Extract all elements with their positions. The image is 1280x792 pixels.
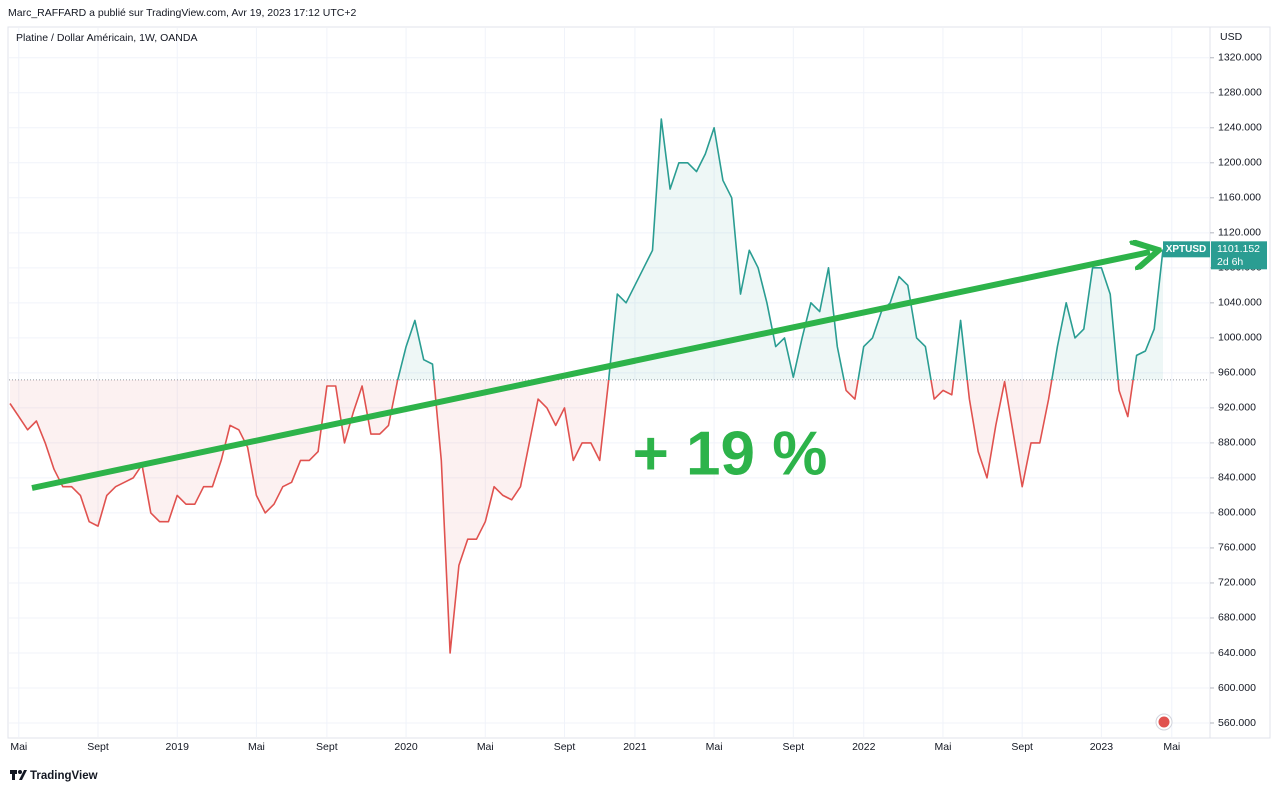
countdown: 2d 6h [1217,256,1243,268]
y-tick-label: 560.000 [1218,717,1256,729]
y-tick-label: 640.000 [1218,647,1256,659]
x-tick-label: 2021 [623,741,647,753]
x-tick-label: Sept [87,741,109,753]
x-tick-label: 2022 [852,741,876,753]
x-tick-label: Sept [783,741,805,753]
x-tick-label: 2019 [166,741,190,753]
y-tick-label: 1200.000 [1218,157,1262,169]
y-tick-label: 1120.000 [1218,227,1261,239]
y-tick-label: 1000.000 [1218,332,1262,344]
y-tick-label: 760.000 [1218,542,1256,554]
y-tick-label: 880.000 [1218,437,1256,449]
x-tick-label: Mai [477,741,494,753]
x-tick-label: 2020 [394,741,418,753]
y-tick-label: 840.000 [1218,472,1256,484]
y-tick-label: 600.000 [1218,682,1256,694]
y-tick-label: 1280.000 [1218,87,1262,99]
y-tick-label: 1040.000 [1218,297,1262,309]
logo [10,770,27,780]
price-box [1211,241,1267,270]
x-tick-label: Sept [316,741,338,753]
trend-arrow [31,252,1150,491]
y-tick-label: 680.000 [1218,612,1256,624]
x-tick-label: Sept [1011,741,1033,753]
footer: TradingView [30,770,98,782]
y-tick-label: 920.000 [1218,402,1256,414]
chart-title: Platine / Dollar Américain, 1W, OANDA [16,32,197,44]
y-tick-label: 800.000 [1218,507,1256,519]
frame [7,26,1271,739]
y-tick-label: 1320.000 [1218,52,1262,64]
last-price: 1101.152 [1217,243,1260,255]
y-tick-label: 1240.000 [1218,122,1262,134]
price-tag-symbol: XPTUSD [1166,244,1207,255]
x-tick-label: Sept [554,741,576,753]
x-tick-label: Mai [1163,741,1180,753]
x-tick-label: Mai [248,741,265,753]
x-tick-label: Mai [706,741,723,753]
x-tick-label: Mai [10,741,27,753]
header: Marc_RAFFARD a publié sur TradingView.co… [8,7,356,19]
flag-icon [1158,716,1170,728]
y-tick-label: 1160.000 [1218,192,1261,204]
area [10,119,1163,653]
y-axis-label: USD [1220,31,1243,43]
y-tick-label: 720.000 [1218,577,1256,589]
price-tag [1163,241,1210,258]
y-tick-label: 960.000 [1218,367,1256,379]
x-tick-label: Mai [935,741,952,753]
annotation: + 19 % [633,419,828,488]
x-tick-label: 2023 [1090,741,1114,753]
line [9,118,1164,654]
